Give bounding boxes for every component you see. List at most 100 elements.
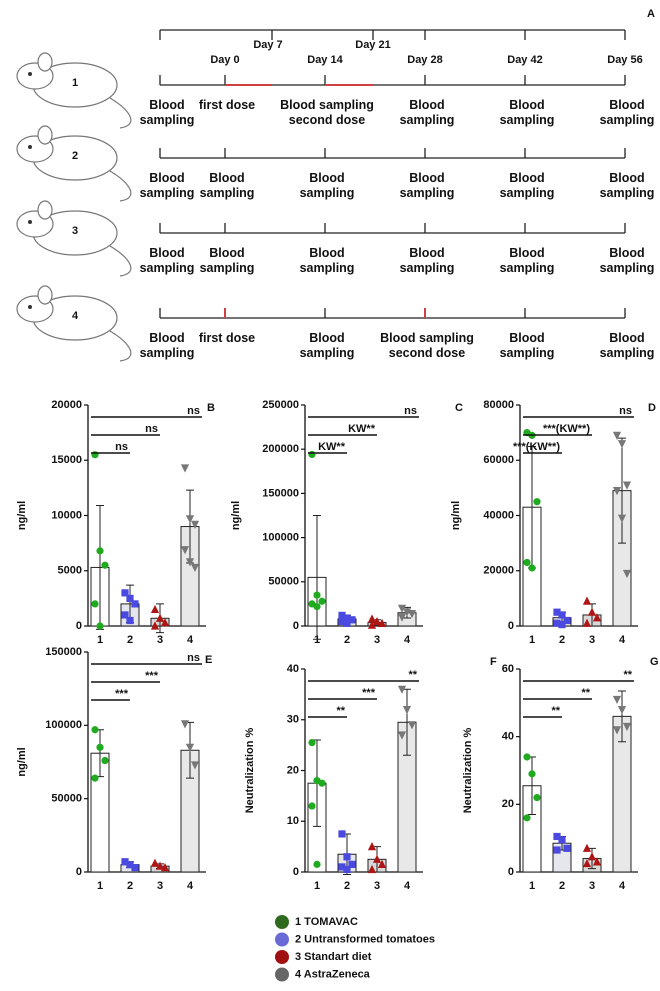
data-point xyxy=(318,597,326,605)
y-tick-label: 30 xyxy=(287,714,299,726)
data-point xyxy=(343,865,351,874)
y-tick-label: 0 xyxy=(293,620,299,632)
x-tick-label: 3 xyxy=(589,634,595,646)
data-point xyxy=(131,864,139,872)
legend-swatch xyxy=(275,967,289,982)
y-tick-label: 0 xyxy=(293,866,299,878)
data-point xyxy=(96,743,104,751)
day-label: Day 28 xyxy=(407,54,442,66)
significance-label: *** xyxy=(362,687,376,699)
data-point xyxy=(367,620,377,629)
data-point xyxy=(367,864,377,874)
data-point xyxy=(523,753,531,761)
data-point xyxy=(338,830,346,838)
y-tick-label: 150000 xyxy=(262,487,299,499)
data-point xyxy=(308,450,316,459)
event-label: first dose xyxy=(198,98,256,112)
significance-label: ** xyxy=(336,705,345,717)
y-tick-label: 60000 xyxy=(483,454,514,466)
data-point xyxy=(407,721,417,730)
y-tick-label: 20 xyxy=(287,764,299,776)
day-label: Day 7 xyxy=(253,39,282,51)
x-tick-label: 3 xyxy=(157,880,163,892)
y-tick-label: 20000 xyxy=(483,565,514,577)
data-point xyxy=(308,802,316,810)
event-label: first dose xyxy=(198,331,256,345)
data-point xyxy=(180,720,190,729)
event-label: Blood sampling xyxy=(299,171,355,200)
mouse-eye xyxy=(28,72,32,76)
data-point xyxy=(131,600,139,608)
data-point xyxy=(96,547,104,555)
x-tick-label: 2 xyxy=(559,634,565,646)
data-point xyxy=(313,591,321,599)
data-point xyxy=(338,617,346,626)
y-tick-label: 10000 xyxy=(51,509,82,521)
group-label: 3 xyxy=(72,225,78,237)
x-tick-label: 4 xyxy=(404,880,411,892)
data-point xyxy=(553,619,561,627)
significance-label: ** xyxy=(623,669,632,681)
data-point xyxy=(558,836,566,844)
data-point xyxy=(622,569,632,579)
data-point xyxy=(582,858,592,868)
significance-label: ns xyxy=(145,423,158,435)
event-label: Blood sampling xyxy=(399,171,455,200)
mouse-ear xyxy=(37,200,53,220)
y-tick-label: 0 xyxy=(508,866,514,878)
error-bar xyxy=(313,515,321,640)
data-point xyxy=(553,846,561,854)
x-tick-label: 1 xyxy=(314,634,320,646)
y-tick-label: 100000 xyxy=(45,719,82,731)
mouse-ear xyxy=(37,125,53,145)
y-axis-label: ng/ml xyxy=(16,747,28,776)
day-label: Day 42 xyxy=(507,54,542,66)
legend-label: 2 Untransformed tomatoes xyxy=(295,933,435,945)
data-point xyxy=(367,614,377,623)
data-point xyxy=(612,695,622,705)
x-tick-label: 3 xyxy=(374,880,380,892)
x-tick-label: 4 xyxy=(187,634,194,646)
data-point xyxy=(372,616,382,626)
event-label: Blood sampling xyxy=(499,246,555,275)
data-point xyxy=(348,860,356,868)
x-tick-label: 3 xyxy=(589,880,595,892)
data-point xyxy=(587,607,597,616)
data-point xyxy=(91,726,99,734)
mouse-eye xyxy=(28,220,32,224)
event-label: Blood sampling xyxy=(139,246,195,275)
x-tick-label: 1 xyxy=(529,634,535,646)
y-axis-label: ng/ml xyxy=(230,501,242,530)
data-point xyxy=(372,854,382,863)
event-label: Blood sampling xyxy=(599,246,655,275)
event-label: Blood sampling xyxy=(599,98,655,127)
x-tick-label: 2 xyxy=(127,880,133,892)
day-label: Day 0 xyxy=(210,54,239,66)
legend-label: 4 AstraZeneca xyxy=(295,968,371,980)
data-point xyxy=(617,440,627,449)
significance-label: ***(KW**) xyxy=(543,423,590,435)
y-axis-label: Neutralization % xyxy=(244,728,256,814)
event-label: Blood sampling xyxy=(199,246,255,275)
event-label: Blood sampling xyxy=(499,331,555,360)
data-point xyxy=(617,706,627,715)
data-point xyxy=(180,546,190,555)
event-label: Blood sampling second dose xyxy=(280,98,374,127)
event-label: Blood sampling xyxy=(599,331,655,360)
data-point xyxy=(592,613,602,622)
x-tick-label: 4 xyxy=(619,634,626,646)
data-point xyxy=(397,613,407,622)
data-point xyxy=(397,604,407,613)
data-point xyxy=(582,843,592,852)
x-tick-label: 2 xyxy=(344,634,350,646)
data-point xyxy=(558,621,566,629)
significance-label: ns xyxy=(115,441,128,453)
group-label: 4 xyxy=(72,310,79,322)
data-point xyxy=(533,793,541,802)
data-point xyxy=(126,594,134,602)
significance-label: KW** xyxy=(348,423,376,435)
x-tick-label: 3 xyxy=(374,634,380,646)
y-tick-label: 15000 xyxy=(51,454,82,466)
y-tick-label: 10 xyxy=(287,815,299,827)
data-point xyxy=(523,814,531,822)
